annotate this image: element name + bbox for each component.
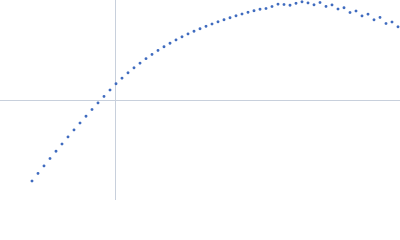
point xyxy=(336,7,340,11)
point xyxy=(216,20,220,24)
point xyxy=(324,5,328,8)
point xyxy=(240,12,244,16)
point xyxy=(156,49,160,52)
point xyxy=(132,66,136,70)
point xyxy=(360,14,364,18)
point xyxy=(288,3,292,7)
point xyxy=(168,41,172,45)
point xyxy=(204,24,208,28)
point xyxy=(384,22,388,25)
point xyxy=(354,9,358,13)
point xyxy=(282,3,286,6)
point xyxy=(180,35,184,39)
point xyxy=(396,25,400,29)
point xyxy=(258,7,262,11)
point xyxy=(228,16,232,20)
point xyxy=(198,27,202,31)
point xyxy=(126,71,130,75)
chart xyxy=(0,0,400,200)
point xyxy=(252,9,256,13)
point xyxy=(66,135,70,139)
point xyxy=(372,18,376,22)
point xyxy=(330,3,334,7)
point xyxy=(78,121,82,125)
point xyxy=(192,29,196,33)
point xyxy=(102,95,106,98)
point xyxy=(96,101,100,105)
point xyxy=(246,10,250,14)
point xyxy=(342,6,346,10)
point xyxy=(162,45,166,49)
point xyxy=(150,53,154,56)
point xyxy=(222,18,226,22)
point xyxy=(144,57,148,60)
point xyxy=(300,0,304,4)
point xyxy=(270,5,274,8)
point xyxy=(108,88,112,92)
point xyxy=(90,108,94,111)
point xyxy=(174,38,178,42)
point xyxy=(312,3,316,7)
point xyxy=(378,16,382,19)
point xyxy=(54,149,58,153)
point xyxy=(348,11,352,14)
point xyxy=(234,14,238,18)
point xyxy=(306,1,310,5)
point xyxy=(264,7,268,10)
point xyxy=(138,61,142,65)
point xyxy=(276,2,280,6)
page: (() => { const data = JSON.parse(documen… xyxy=(0,0,400,200)
point xyxy=(390,20,394,24)
point xyxy=(186,32,190,36)
point xyxy=(318,1,322,4)
point xyxy=(72,128,76,132)
point xyxy=(42,164,46,168)
point xyxy=(114,82,118,86)
point xyxy=(36,172,40,175)
point xyxy=(48,157,52,160)
point xyxy=(366,12,370,16)
point xyxy=(30,179,34,183)
point xyxy=(84,114,88,118)
point xyxy=(210,22,214,26)
point xyxy=(120,76,124,80)
point xyxy=(60,142,64,146)
point xyxy=(294,1,298,5)
